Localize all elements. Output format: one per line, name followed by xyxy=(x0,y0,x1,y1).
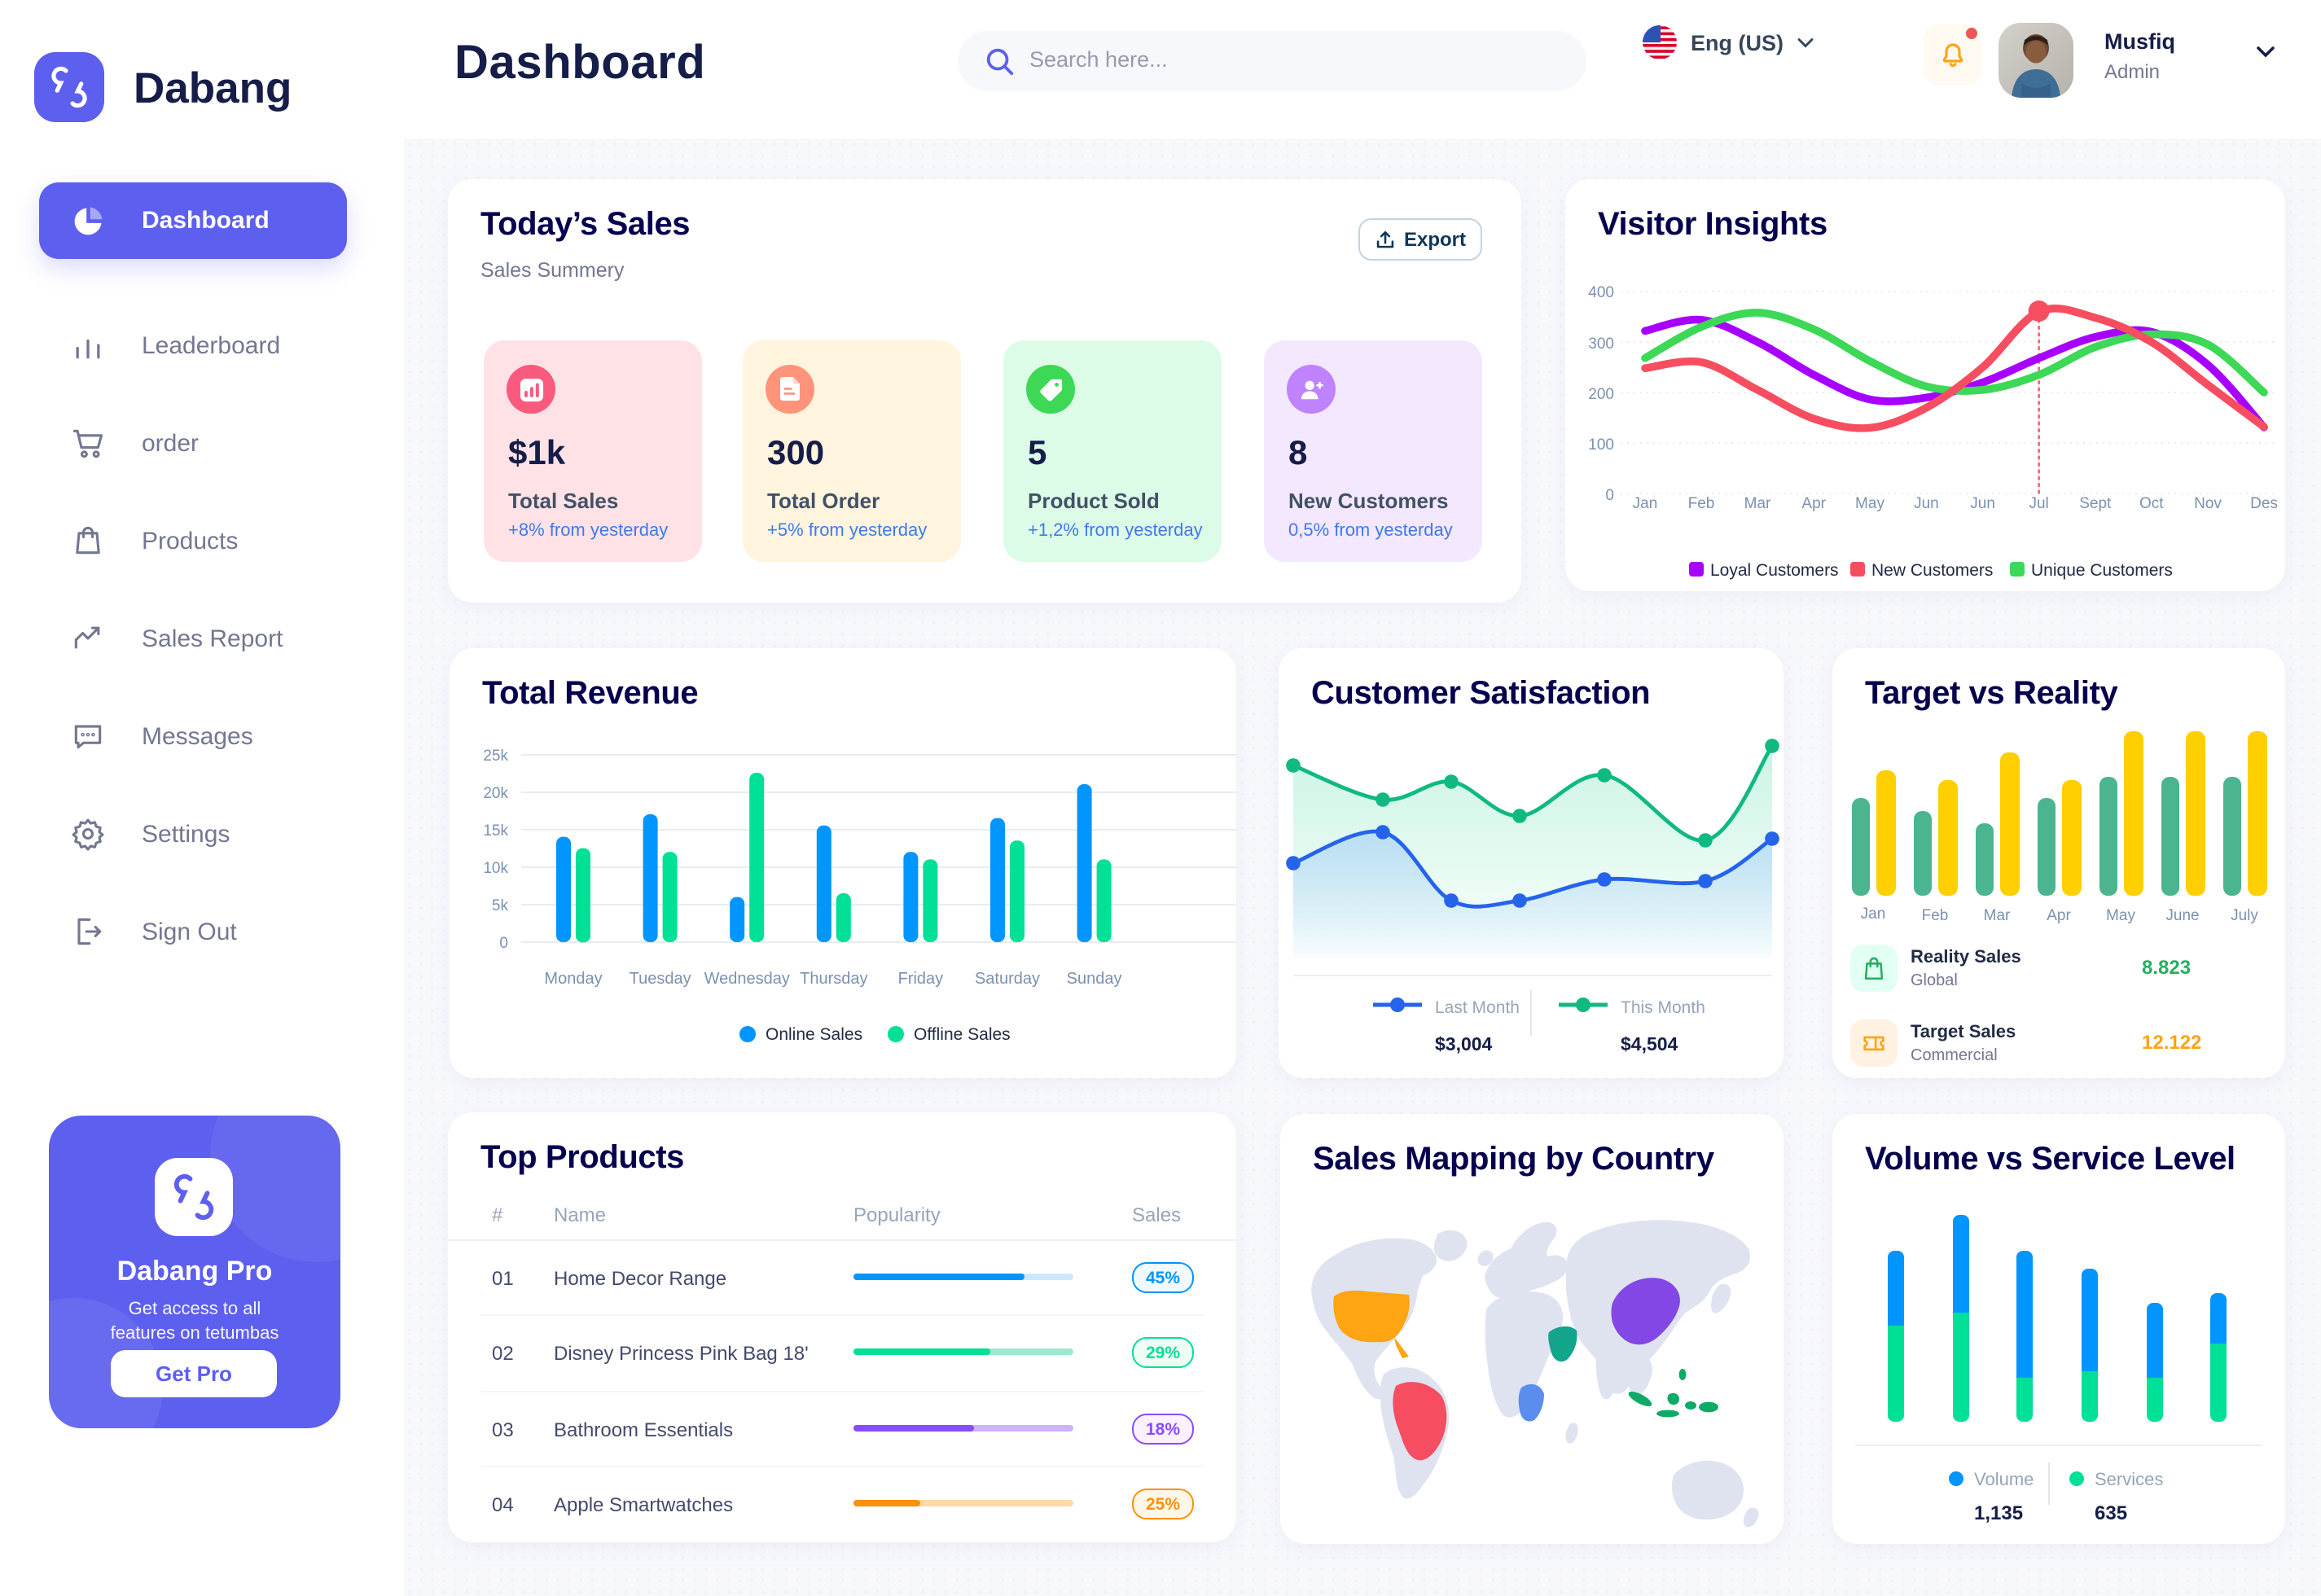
svg-text:Mar: Mar xyxy=(1984,907,2011,924)
svg-text:Offline Sales: Offline Sales xyxy=(914,1025,1011,1044)
svg-text:Mar: Mar xyxy=(1744,495,1771,512)
svg-text:Thursday: Thursday xyxy=(800,970,867,988)
svg-text:0: 0 xyxy=(1605,487,1614,504)
svg-text:May: May xyxy=(2106,907,2135,924)
svg-text:10k: 10k xyxy=(483,860,508,877)
svg-text:Friday: Friday xyxy=(898,970,944,988)
svg-text:New Customers: New Customers xyxy=(1871,561,1993,580)
svg-text:Online Sales: Online Sales xyxy=(766,1025,862,1044)
svg-text:Last Month: Last Month xyxy=(1435,998,1520,1017)
svg-text:Jan: Jan xyxy=(1633,495,1658,512)
svg-text:Apr: Apr xyxy=(1801,495,1826,512)
svg-text:Volume: Volume xyxy=(1974,1469,2034,1489)
svg-text:Des: Des xyxy=(2250,495,2278,512)
svg-text:June: June xyxy=(2165,907,2199,924)
svg-text:Wednesday: Wednesday xyxy=(704,970,790,988)
svg-text:Global: Global xyxy=(1911,971,1958,989)
svg-text:Services: Services xyxy=(2095,1469,2163,1489)
svg-text:May: May xyxy=(1855,495,1884,512)
svg-text:200: 200 xyxy=(1588,386,1614,403)
svg-text:25k: 25k xyxy=(483,748,508,765)
svg-text:20k: 20k xyxy=(483,785,508,802)
svg-text:635: 635 xyxy=(2095,1502,2127,1524)
svg-text:100: 100 xyxy=(1588,436,1614,454)
svg-text:Monday: Monday xyxy=(544,970,602,988)
svg-text:Unique Customers: Unique Customers xyxy=(2031,561,2173,580)
svg-text:$4,504: $4,504 xyxy=(1621,1033,1678,1054)
svg-text:12.122: 12.122 xyxy=(2142,1032,2201,1054)
svg-text:Jul: Jul xyxy=(2029,495,2048,512)
svg-text:Jun: Jun xyxy=(1970,495,1995,512)
svg-text:5k: 5k xyxy=(492,897,509,914)
svg-text:Nov: Nov xyxy=(2194,495,2222,512)
svg-text:Oct: Oct xyxy=(2139,495,2164,512)
svg-text:Target Sales: Target Sales xyxy=(1911,1021,2016,1041)
svg-text:300: 300 xyxy=(1588,335,1614,353)
svg-text:Apr: Apr xyxy=(2047,907,2071,924)
svg-text:Reality Sales: Reality Sales xyxy=(1911,946,2021,967)
svg-text:Sept: Sept xyxy=(2079,495,2112,512)
svg-text:15k: 15k xyxy=(483,822,508,840)
svg-text:Jun: Jun xyxy=(1914,495,1939,512)
svg-text:July: July xyxy=(2231,907,2258,924)
svg-text:0: 0 xyxy=(499,935,508,952)
svg-text:400: 400 xyxy=(1588,284,1614,301)
svg-text:1,135: 1,135 xyxy=(1974,1502,2023,1524)
svg-text:Feb: Feb xyxy=(1688,495,1715,512)
svg-text:Loyal Customers: Loyal Customers xyxy=(1710,561,1839,580)
svg-text:Tuesday: Tuesday xyxy=(630,970,691,988)
svg-text:Saturday: Saturday xyxy=(975,970,1040,988)
svg-text:8.823: 8.823 xyxy=(2142,957,2191,979)
svg-text:Feb: Feb xyxy=(1922,907,1949,924)
svg-text:Jan: Jan xyxy=(1861,905,1886,923)
svg-text:Commercial: Commercial xyxy=(1911,1046,1998,1064)
svg-text:$3,004: $3,004 xyxy=(1435,1033,1493,1054)
svg-text:This Month: This Month xyxy=(1621,998,1705,1017)
svg-text:Sunday: Sunday xyxy=(1067,970,1122,988)
